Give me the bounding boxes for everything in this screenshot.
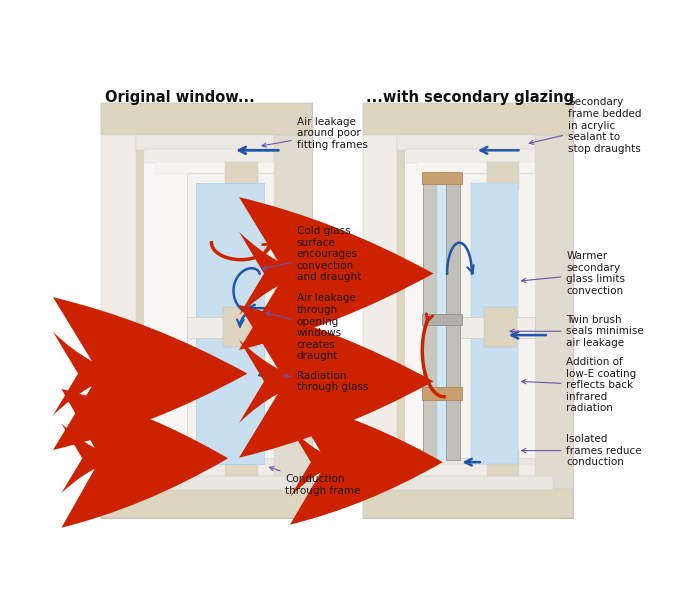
FancyBboxPatch shape <box>155 162 274 174</box>
FancyBboxPatch shape <box>187 174 274 458</box>
FancyBboxPatch shape <box>471 183 517 318</box>
FancyBboxPatch shape <box>102 103 136 518</box>
Text: Air leakage
through
opening
windows
creates
draught: Air leakage through opening windows crea… <box>266 293 356 362</box>
FancyBboxPatch shape <box>144 117 288 505</box>
FancyBboxPatch shape <box>421 387 462 400</box>
Text: Air leakage
around poor
fitting frames: Air leakage around poor fitting frames <box>262 117 368 150</box>
FancyBboxPatch shape <box>102 103 312 518</box>
FancyBboxPatch shape <box>136 135 274 150</box>
FancyBboxPatch shape <box>405 117 549 505</box>
FancyBboxPatch shape <box>102 103 312 135</box>
Text: ...with secondary glazing: ...with secondary glazing <box>367 90 575 105</box>
FancyBboxPatch shape <box>225 162 258 189</box>
FancyBboxPatch shape <box>484 307 517 346</box>
FancyBboxPatch shape <box>471 337 517 464</box>
FancyBboxPatch shape <box>196 337 264 464</box>
Text: Twin brush
seals minimise
air leakage: Twin brush seals minimise air leakage <box>510 315 644 348</box>
Text: Addition of
low-E coating
reflects back
infrared
radiation: Addition of low-E coating reflects back … <box>522 357 637 414</box>
Text: Cold glass
surface
encourages
convection
and draught: Cold glass surface encourages convection… <box>262 226 361 282</box>
FancyBboxPatch shape <box>397 449 535 464</box>
FancyBboxPatch shape <box>155 475 274 488</box>
FancyBboxPatch shape <box>116 476 292 490</box>
Text: Original window...: Original window... <box>104 90 254 105</box>
FancyBboxPatch shape <box>421 314 462 325</box>
FancyBboxPatch shape <box>363 103 397 518</box>
FancyBboxPatch shape <box>423 174 437 460</box>
Polygon shape <box>533 103 573 518</box>
FancyBboxPatch shape <box>377 476 553 490</box>
FancyBboxPatch shape <box>196 183 264 318</box>
FancyBboxPatch shape <box>363 103 573 518</box>
FancyBboxPatch shape <box>406 462 535 476</box>
FancyBboxPatch shape <box>397 135 535 150</box>
FancyBboxPatch shape <box>447 174 461 460</box>
FancyBboxPatch shape <box>486 449 519 476</box>
FancyBboxPatch shape <box>187 316 274 338</box>
FancyBboxPatch shape <box>136 449 274 464</box>
FancyBboxPatch shape <box>145 462 274 476</box>
FancyBboxPatch shape <box>406 149 535 163</box>
Text: Radiation
through glass: Radiation through glass <box>284 370 368 392</box>
FancyBboxPatch shape <box>223 307 256 346</box>
Text: Isolated
frames reduce
conduction: Isolated frames reduce conduction <box>522 434 642 467</box>
FancyBboxPatch shape <box>486 162 519 189</box>
Text: Secondary
frame bedded
in acrylic
sealant to
stop draughts: Secondary frame bedded in acrylic sealan… <box>529 98 641 154</box>
FancyBboxPatch shape <box>102 489 312 518</box>
FancyBboxPatch shape <box>417 162 535 174</box>
FancyBboxPatch shape <box>145 149 274 163</box>
FancyBboxPatch shape <box>363 103 573 135</box>
FancyBboxPatch shape <box>448 174 535 458</box>
FancyBboxPatch shape <box>448 316 535 338</box>
FancyBboxPatch shape <box>225 449 258 476</box>
FancyBboxPatch shape <box>437 174 447 460</box>
Polygon shape <box>272 103 312 518</box>
Text: Warmer
secondary
glass limits
convection: Warmer secondary glass limits convection <box>522 251 626 296</box>
FancyBboxPatch shape <box>363 489 573 518</box>
Text: Conduction
through frame: Conduction through frame <box>270 467 360 496</box>
FancyBboxPatch shape <box>421 172 462 184</box>
FancyBboxPatch shape <box>417 475 535 488</box>
